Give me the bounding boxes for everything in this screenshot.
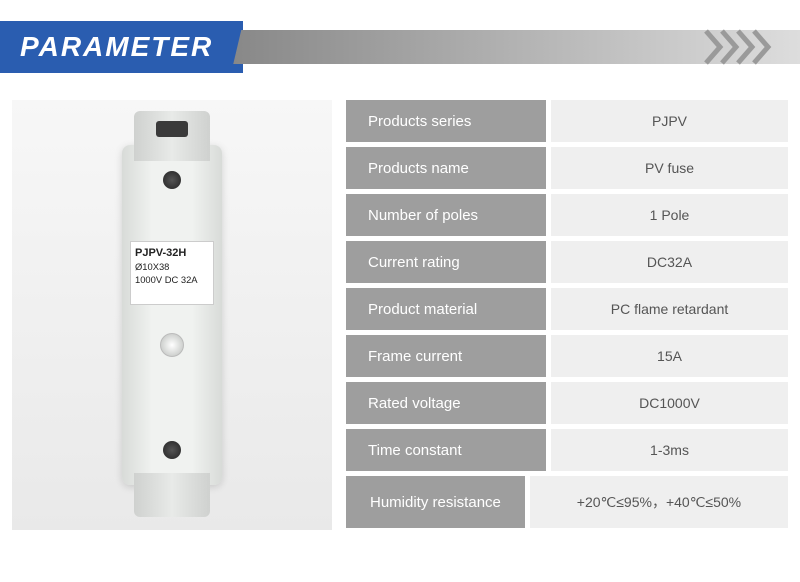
param-label: Humidity resistance [346, 476, 525, 528]
param-value: DC1000V [551, 382, 788, 424]
table-row: Rated voltage DC1000V [346, 382, 788, 424]
param-value: DC32A [551, 241, 788, 283]
param-label: Products name [346, 147, 546, 189]
param-value: +20℃≤95%，+40℃≤50% [530, 476, 788, 528]
param-value: 1 Pole [551, 194, 788, 236]
param-value: PV fuse [551, 147, 788, 189]
param-label: Product material [346, 288, 546, 330]
param-label: Current rating [346, 241, 546, 283]
fuse-top-hole [156, 121, 188, 137]
fuse-label-plate: PJPV-32H Ø10X38 1000V DC 32A [130, 241, 214, 305]
param-value: 1-3ms [551, 429, 788, 471]
fuse-screw-bottom [163, 441, 181, 459]
header-title: PARAMETER [0, 21, 243, 73]
table-row: Number of poles 1 Pole [346, 194, 788, 236]
fuse-label-line2: Ø10X38 [135, 261, 209, 274]
table-row: Product material PC flame retardant [346, 288, 788, 330]
table-row-humidity: Humidity resistance +20℃≤95%，+40℃≤50% [346, 476, 788, 528]
param-value: PJPV [551, 100, 788, 142]
param-value: PC flame retardant [551, 288, 788, 330]
param-label: Number of poles [346, 194, 546, 236]
param-label: Products series [346, 100, 546, 142]
fuse-top-cap [134, 111, 210, 161]
table-row: Frame current 15A [346, 335, 788, 377]
table-row: Products series PJPV [346, 100, 788, 142]
product-image-panel: PJPV-32H Ø10X38 1000V DC 32A [12, 100, 332, 530]
fuse-bottom-cap [134, 473, 210, 517]
fuse-label-line1: PJPV-32H [135, 246, 209, 261]
fuse-screw-top [163, 171, 181, 189]
header-bar: PARAMETER [0, 22, 800, 72]
fuse-center-hole [160, 333, 184, 357]
param-label: Rated voltage [346, 382, 546, 424]
fuse-label-line3: 1000V DC 32A [135, 274, 209, 287]
param-label: Time constant [346, 429, 546, 471]
table-row: Current rating DC32A [346, 241, 788, 283]
table-row: Products name PV fuse [346, 147, 788, 189]
param-label: Frame current [346, 335, 546, 377]
content-area: PJPV-32H Ø10X38 1000V DC 32A Products se… [0, 100, 800, 530]
chevron-group-icon [702, 29, 782, 65]
param-value: 15A [551, 335, 788, 377]
parameter-table: Products series PJPV Products name PV fu… [346, 100, 788, 530]
table-row: Time constant 1-3ms [346, 429, 788, 471]
fuse-body: PJPV-32H Ø10X38 1000V DC 32A [122, 145, 222, 485]
